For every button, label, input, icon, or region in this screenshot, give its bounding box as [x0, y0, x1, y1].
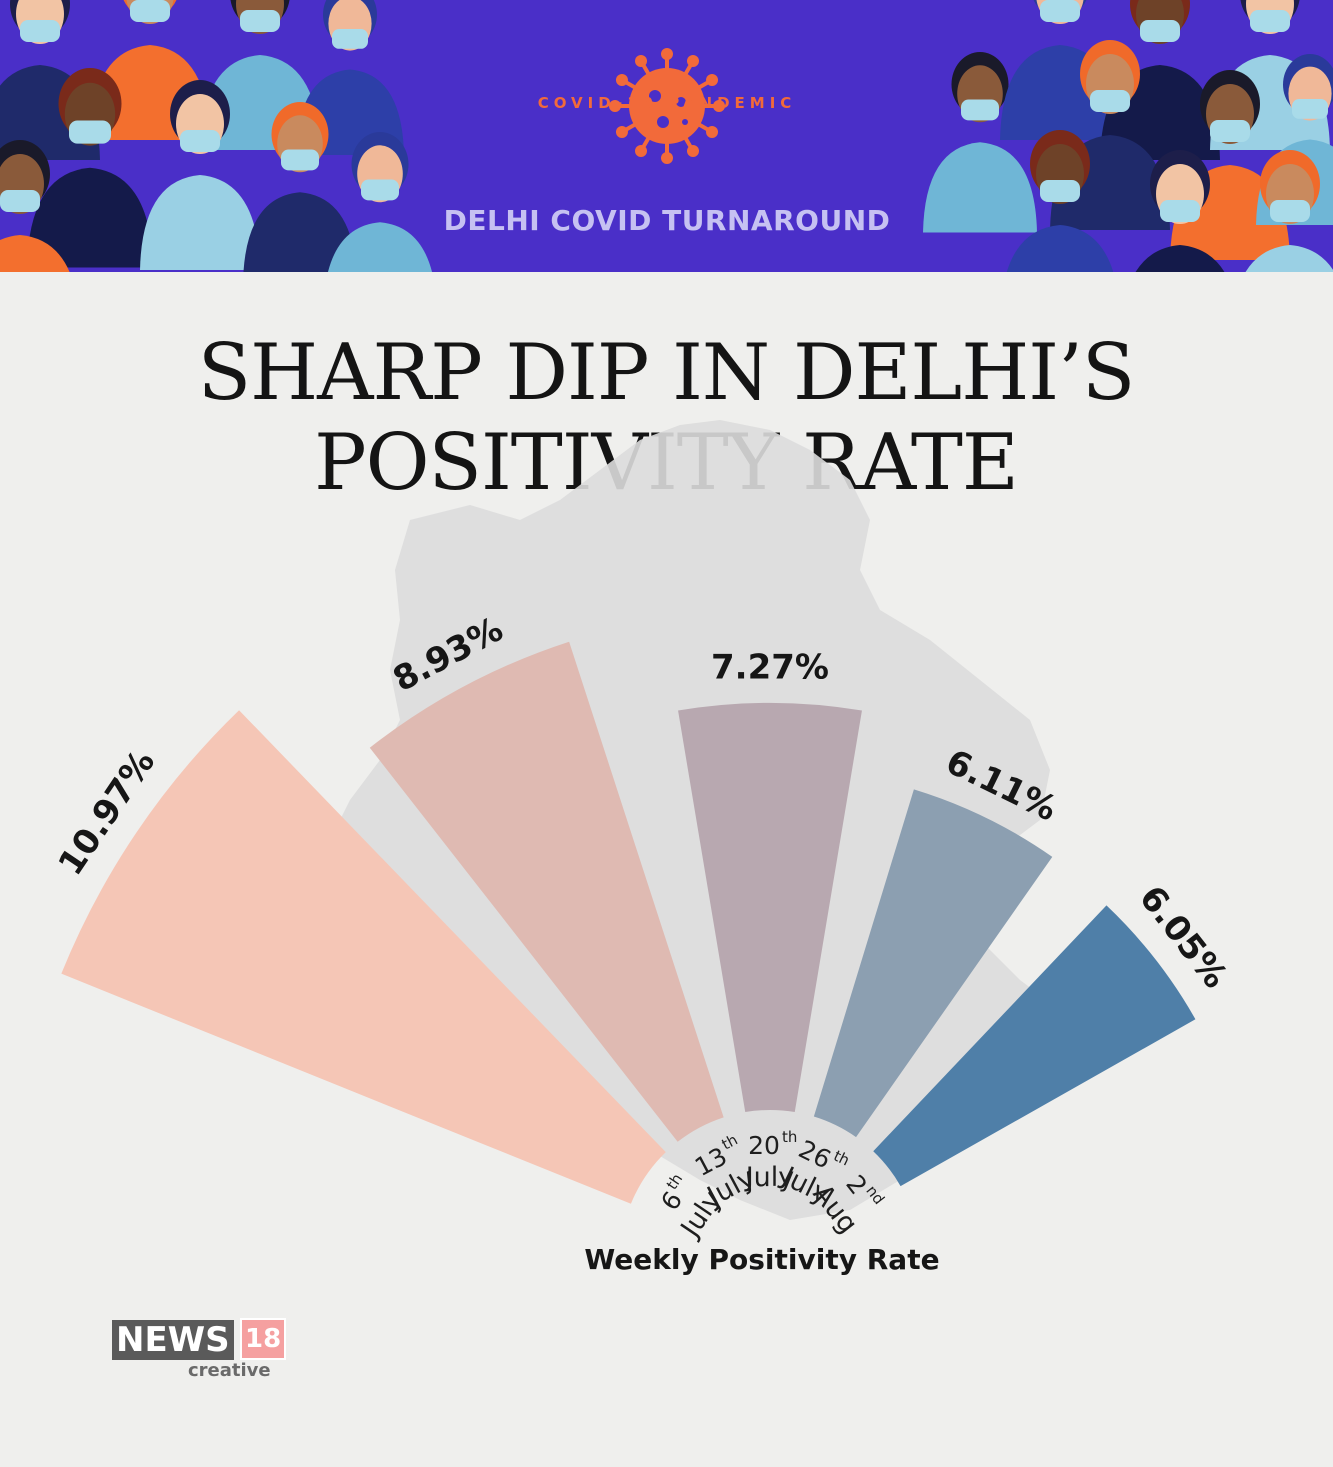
chart-caption: Weekly Positivity Rate — [584, 1243, 940, 1276]
category-label-3: 20 th July — [744, 1128, 798, 1193]
header-banner: COVID-19 PANDEMIC DELHI COVID TURNAROUND — [0, 0, 1333, 272]
logo-sub-text: creative — [188, 1360, 271, 1381]
banner-title: DELHI COVID TURNAROUND — [443, 204, 891, 237]
banner-kicker: COVID-19 PANDEMIC — [537, 94, 797, 112]
category-suffix-3: th — [782, 1128, 797, 1146]
bar-1 — [61, 710, 666, 1204]
title-line-1: SHARP DIP IN DELHI’S — [197, 328, 1136, 418]
category-suffix-4: th — [831, 1147, 853, 1170]
logo-news-text: NEWS — [112, 1320, 234, 1360]
category-month-3: July — [744, 1162, 795, 1193]
bar-5 — [873, 905, 1196, 1187]
logo-number: 18 — [240, 1318, 287, 1360]
bar-4 — [813, 789, 1053, 1138]
coronavirus-icon — [609, 48, 725, 164]
category-day-3: 20 — [748, 1131, 780, 1160]
crowd-illustration — [0, 0, 1333, 272]
news18-logo: NEWS 18 creative — [112, 1318, 287, 1390]
value-label-3: 7.27% — [711, 647, 829, 687]
category-suffix-2: th — [719, 1131, 741, 1154]
bar-2 — [369, 641, 724, 1142]
bar-3 — [678, 702, 862, 1113]
category-day-1: 6 — [655, 1186, 688, 1215]
page-title: SHARP DIP IN DELHI’S POSITIVITY RATE — [66, 328, 1266, 508]
